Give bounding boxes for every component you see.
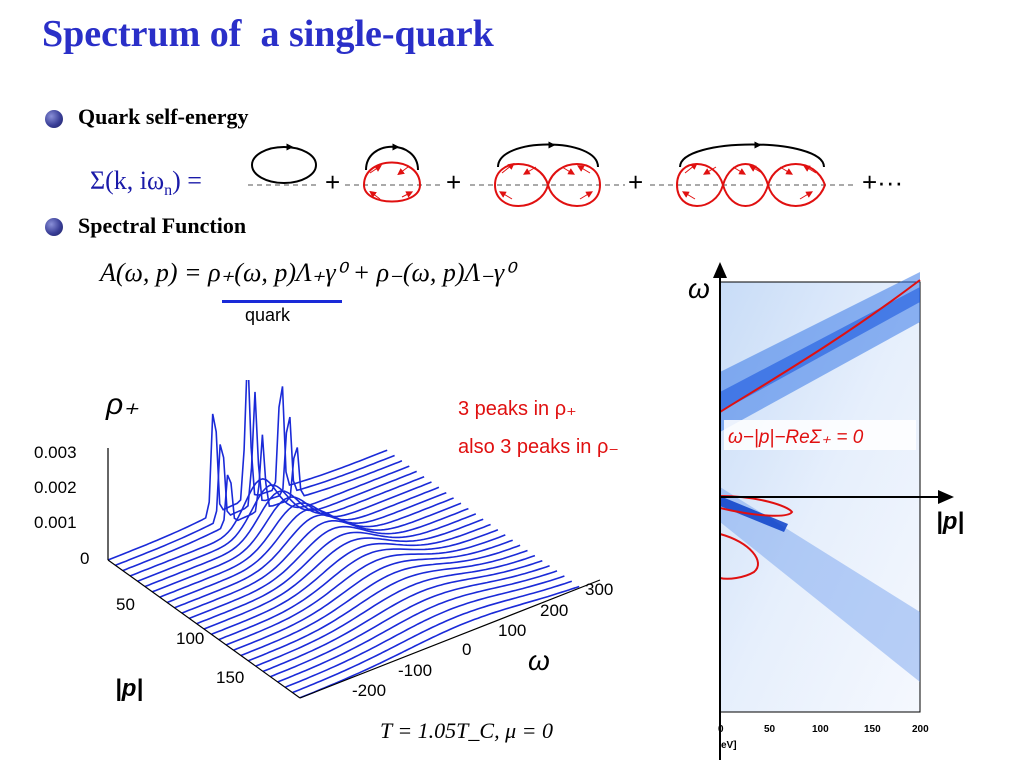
heatmap-x-tick: 100 xyxy=(812,724,829,735)
contour-label: ω−|p|−ReΣ₊ = 0 xyxy=(728,427,864,448)
contour-middle xyxy=(719,495,794,517)
waterfall-curve xyxy=(166,491,447,604)
waterfall-plot: ρ₊ 0.003 0.002 0.001 0 50 100 150 |p| 30… xyxy=(34,380,613,702)
plus-dots: +··· xyxy=(862,167,903,197)
waterfall-curve xyxy=(262,559,543,673)
waterfall-curve xyxy=(277,570,558,683)
quark-underline xyxy=(222,300,342,303)
page-title: Spectrum of a single-quark xyxy=(42,13,494,55)
contour-lower xyxy=(719,533,759,580)
omega-tick-label: -200 xyxy=(352,681,386,700)
waterfall-curve xyxy=(181,502,462,614)
omega-tick-label: 200 xyxy=(540,601,568,620)
waterfall-curve xyxy=(225,534,506,646)
heatmap-x-tick: 0 xyxy=(718,724,724,735)
waterfall-curve xyxy=(188,507,469,620)
diagram-one-loop xyxy=(345,143,440,203)
waterfall-curve xyxy=(299,585,580,699)
heatmap-y-label: ω xyxy=(688,273,710,304)
waterfall-curve xyxy=(129,465,410,577)
contour-upper xyxy=(719,279,921,413)
waterfall-curve xyxy=(203,518,484,630)
heatmap-x-tick: 150 xyxy=(864,724,881,735)
z-tick-label: 0.001 xyxy=(34,513,77,532)
contour-label-box xyxy=(724,420,916,450)
waterfall-curve xyxy=(137,470,417,582)
self-energy-lhs: Σ(k, iω xyxy=(90,166,165,195)
bullet-spectral-function: Spectral Function xyxy=(78,213,247,238)
waterfall-curve xyxy=(248,549,528,662)
waterfall-curve xyxy=(218,528,499,641)
waterfall-curves xyxy=(107,380,580,699)
diagram-three-loop xyxy=(650,141,855,207)
self-energy-equation: Σ(k, iωn) = xyxy=(90,166,202,200)
waterfall-curve xyxy=(159,486,440,598)
self-energy-tail: ) = xyxy=(172,166,202,195)
p-tick-label: 150 xyxy=(216,668,244,687)
omega-tick-label: 0 xyxy=(462,640,471,659)
heatmap-x-tick: 200 xyxy=(912,724,929,735)
waterfall-curve xyxy=(196,513,477,625)
waterfall-curve xyxy=(233,539,513,651)
p-axis-label: |p| xyxy=(115,675,143,702)
bullet-self-energy: Quark self-energy xyxy=(78,104,249,129)
plus-sign-3: + xyxy=(628,167,643,197)
self-energy-subscript: n xyxy=(164,182,173,200)
waterfall-curve xyxy=(115,391,395,567)
waterfall-curve xyxy=(174,497,454,609)
omega-axis-label: ω xyxy=(528,645,550,676)
waterfall-curve xyxy=(292,580,573,694)
bullet-icon xyxy=(45,218,63,236)
p-tick-label: 50 xyxy=(116,595,135,614)
heatmap-plot: ω |p| ω−|p|−ReΣ₊ = 0 0 50 100 150 200 eV… xyxy=(688,262,964,760)
omega-axis xyxy=(299,579,601,699)
diagram-two-loop xyxy=(470,141,625,207)
condition-caption: T = 1.05T_C, μ = 0 xyxy=(380,718,553,743)
quark-label: quark xyxy=(245,305,291,325)
z-tick-label: 0 xyxy=(80,549,89,568)
spectral-equation: A(ω, p) = ρ₊(ω, p)Λ₊γ⁰ + ρ₋(ω, p)Λ₋γ⁰ xyxy=(100,258,515,287)
z-axis-label: ρ₊ xyxy=(105,388,139,421)
waterfall-curve xyxy=(284,575,565,688)
waterfall-curve xyxy=(152,481,432,593)
waterfall-curve xyxy=(144,475,425,588)
waterfall-curve xyxy=(211,523,491,636)
heatmap-x-tick: 50 xyxy=(764,724,776,735)
feynman-diagrams: + + + xyxy=(248,141,903,207)
p-tick-label: 100 xyxy=(176,629,204,648)
omega-axis-arrow-icon xyxy=(713,262,727,278)
omega-tick-label: -100 xyxy=(398,661,432,680)
waterfall-curve xyxy=(240,544,521,657)
z-tick-label: 0.002 xyxy=(34,478,77,497)
heatmap-band-lower xyxy=(720,487,920,682)
heatmap-x-unit: eV] xyxy=(721,740,737,751)
omega-tick-label: 300 xyxy=(585,580,613,599)
p-axis xyxy=(107,559,301,699)
omega-tick-label: 100 xyxy=(498,621,526,640)
waterfall-curve xyxy=(270,565,550,678)
waterfall-curve xyxy=(255,554,536,667)
annotation-peaks-plus: 3 peaks in ρ₊ xyxy=(458,398,577,420)
diagram-tadpole xyxy=(248,143,320,186)
waterfall-curve xyxy=(107,380,388,561)
heatmap-x-label: |p| xyxy=(936,508,964,535)
annotation-peaks-minus: also 3 peaks in ρ₋ xyxy=(458,436,619,458)
p-axis-arrow-icon xyxy=(938,490,954,504)
bullet-icon xyxy=(45,110,63,128)
plus-sign-2: + xyxy=(446,167,461,197)
plus-sign-1: + xyxy=(325,167,340,197)
z-tick-label: 0.003 xyxy=(34,443,77,462)
waterfall-curve xyxy=(122,434,403,572)
